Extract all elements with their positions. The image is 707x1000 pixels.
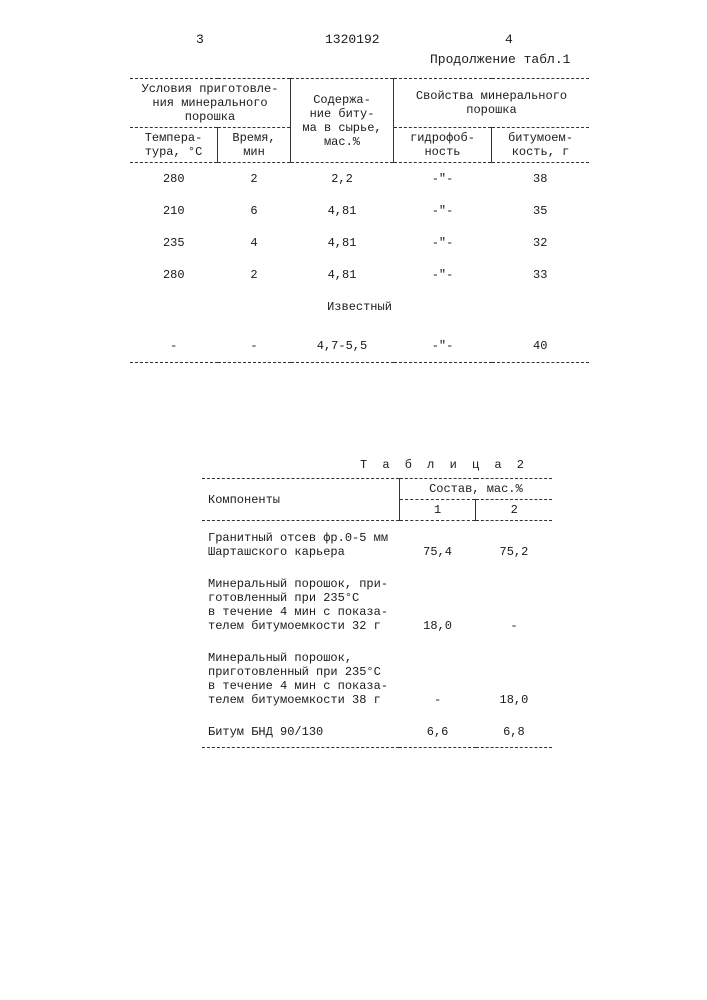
- table-row: 210 6 4,81 -"- 35: [130, 195, 589, 227]
- t2-head-sostav: Состав, мас.%: [399, 479, 552, 500]
- t2-head-comp: Компоненты: [202, 479, 399, 521]
- t1-head-prep: Условия приготовле-ния минеральногопорош…: [130, 79, 291, 128]
- t2-head-c1: 1: [399, 500, 476, 521]
- t1-head-time: Время,мин: [218, 128, 291, 163]
- table-row: 235 4 4,81 -"- 32: [130, 227, 589, 259]
- patent-number: 1320192: [325, 32, 380, 47]
- table-row: - - 4,7-5,5 -"- 40: [130, 323, 589, 363]
- known-label-row: Известный: [130, 291, 589, 323]
- t1-head-temp: Темпера-тура, °C: [130, 128, 218, 163]
- table-row: 280 2 2,2 -"- 38: [130, 163, 589, 196]
- table-row: 280 2 4,81 -"- 33: [130, 259, 589, 291]
- table-row: Гранитный отсев фр.0-5 ммШарташского кар…: [202, 521, 552, 568]
- t1-head-props: Свойства минеральногопорошка: [394, 79, 590, 128]
- table-2-wrap: Т а б л и ц а 2 Компоненты Состав, мас.%…: [202, 458, 552, 748]
- page-num-right: 4: [505, 32, 513, 47]
- table-row: Битум БНД 90/130 6,6 6,8: [202, 715, 552, 748]
- t1-head-bitcap: битумоем-кость, г: [492, 128, 590, 163]
- t1-head-hydro: гидрофоб-ность: [394, 128, 492, 163]
- patent-page: 3 1320192 4 Продолжение табл.1 Условия п…: [0, 0, 707, 1000]
- table-2-title: Т а б л и ц а 2: [202, 458, 552, 472]
- table-row: Минеральный порошок,приготовленный при 2…: [202, 641, 552, 715]
- page-num-left: 3: [196, 32, 204, 47]
- table-2: Компоненты Состав, мас.% 1 2 Гранитный о…: [202, 478, 552, 748]
- table-row: Минеральный порошок, при-готовленный при…: [202, 567, 552, 641]
- t1-head-content: Содержа-ние биту-ма в сырье,мас.%: [291, 79, 394, 163]
- continuation-label: Продолжение табл.1: [430, 52, 570, 67]
- table-1: Условия приготовле-ния минеральногопорош…: [130, 78, 589, 363]
- t2-head-c2: 2: [476, 500, 552, 521]
